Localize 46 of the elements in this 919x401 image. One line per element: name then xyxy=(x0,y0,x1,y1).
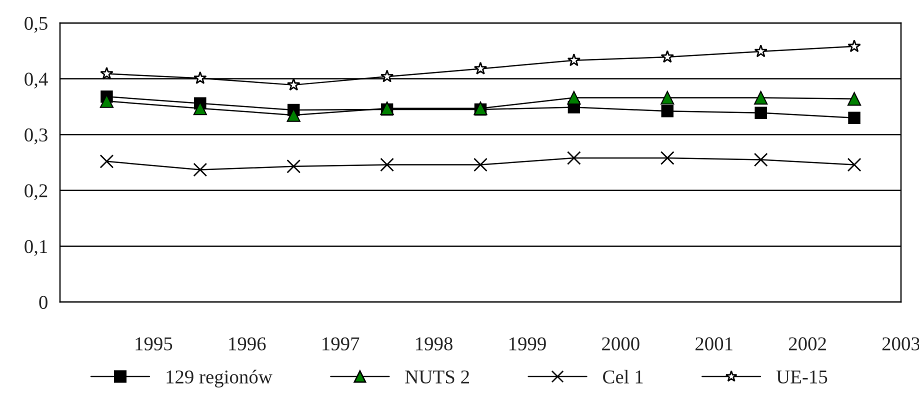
point xyxy=(286,78,300,91)
point xyxy=(660,90,674,105)
y-tick-label: 0,1 xyxy=(24,240,48,256)
point xyxy=(661,105,674,118)
point xyxy=(100,154,114,168)
point xyxy=(474,158,488,172)
x-tick-label: 2000 xyxy=(602,337,640,350)
point xyxy=(567,53,581,66)
x-tick-label: 2001 xyxy=(696,337,732,350)
point xyxy=(660,151,674,165)
x-tick-label: 1999 xyxy=(509,337,546,350)
point xyxy=(193,102,207,116)
point xyxy=(100,66,114,80)
x-tick-label: 2002 xyxy=(788,337,826,350)
point xyxy=(847,158,862,172)
x-tick-label: 1997 xyxy=(322,337,360,350)
y-tick-label: 0,2 xyxy=(24,184,48,200)
y-tick-label: 0 xyxy=(39,296,48,309)
point xyxy=(286,108,300,122)
point xyxy=(286,159,301,174)
point xyxy=(660,50,674,63)
point xyxy=(754,152,768,167)
y-tick-label: 0,4 xyxy=(24,72,48,89)
legend-label: UE-15 xyxy=(776,370,828,384)
point xyxy=(100,94,114,108)
x-tick-label: 1995 xyxy=(136,337,172,350)
point xyxy=(754,44,768,58)
legend-label: Cel 1 xyxy=(603,370,643,384)
point xyxy=(380,70,394,82)
point xyxy=(848,39,861,52)
legend-label: 129 regionów xyxy=(166,370,272,388)
x-tick-label: 1998 xyxy=(416,337,452,350)
legend-label: NUTS 2 xyxy=(405,370,469,384)
x-tick-label: 1996 xyxy=(229,337,266,350)
point xyxy=(754,106,767,119)
point xyxy=(474,62,488,75)
point xyxy=(193,162,208,177)
point xyxy=(848,112,860,124)
y-tick-label: 0,3 xyxy=(24,128,48,144)
point xyxy=(194,71,207,84)
point xyxy=(847,92,862,106)
point xyxy=(567,90,581,105)
point xyxy=(567,151,581,165)
point xyxy=(754,90,768,105)
point xyxy=(380,158,394,172)
y-tick-label: 0,5 xyxy=(24,16,48,33)
